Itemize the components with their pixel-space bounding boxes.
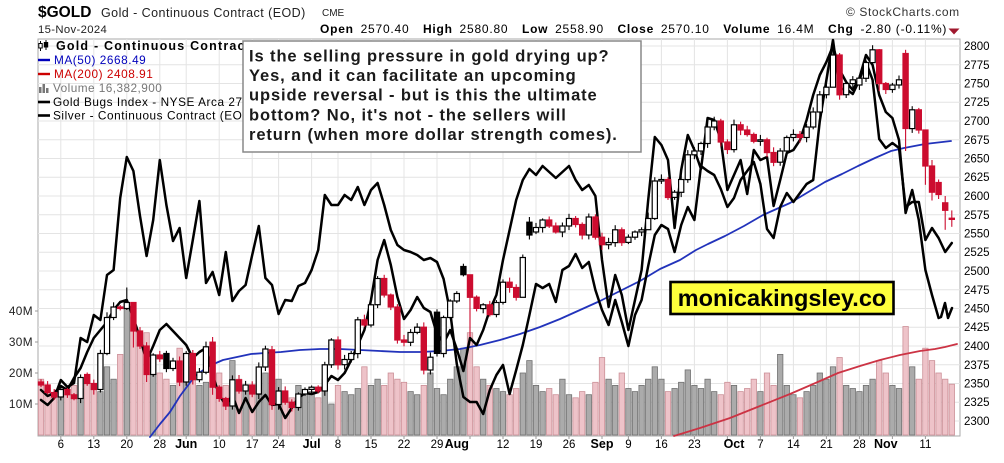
svg-text:MA(50) 2668.49: MA(50) 2668.49 [54,53,146,67]
svg-text:2700: 2700 [964,116,990,128]
svg-text:40M: 40M [9,304,33,318]
svg-text:MA(200) 2408.91: MA(200) 2408.91 [54,67,153,81]
svg-text:9: 9 [625,439,631,451]
svg-text:© StockCharts.com: © StockCharts.com [846,5,960,19]
svg-text:2475: 2475 [964,285,990,297]
svg-text:2625: 2625 [964,172,990,184]
svg-text:Sep: Sep [591,437,614,451]
svg-text:Silver - Continuous Contract (: Silver - Continuous Contract (EOD) [53,109,256,123]
svg-text:26: 26 [563,439,576,451]
svg-text:2650: 2650 [964,154,990,166]
svg-text:2350: 2350 [964,379,990,391]
svg-text:2400: 2400 [964,341,990,353]
svg-text:2800: 2800 [964,41,990,53]
svg-text:10M: 10M [9,397,33,411]
svg-text:11: 11 [919,439,931,451]
svg-text:14: 14 [787,439,800,451]
svg-text:8: 8 [335,439,341,451]
svg-text:6: 6 [58,439,64,451]
svg-text:Aug: Aug [445,437,469,451]
svg-text:15-Nov-2024: 15-Nov-2024 [38,24,107,36]
svg-text:2600: 2600 [964,191,990,203]
svg-text:Oct: Oct [724,437,746,451]
svg-text:Gold Bugs Index - NYSE Arca 27: Gold Bugs Index - NYSE Arca 278.51 [53,95,268,109]
svg-text:2375: 2375 [964,360,990,372]
svg-text:22: 22 [398,439,411,451]
svg-text:13: 13 [87,439,100,451]
svg-text:Open 2570.40 High 2580.80 Lo: Open 2570.40 High 2580.80 Low 2558.90 Cl… [320,22,947,36]
svg-text:2300: 2300 [964,416,990,428]
svg-text:2775: 2775 [964,60,990,72]
svg-text:28: 28 [853,439,866,451]
svg-text:upside reversal - but is this: upside reversal - but is this the ultima… [249,87,598,105]
svg-text:20: 20 [120,439,133,451]
svg-text:2675: 2675 [964,135,990,147]
svg-text:17: 17 [246,439,259,451]
svg-text:2750: 2750 [964,79,990,91]
svg-text:16: 16 [655,439,668,451]
svg-text:Is the selling pressure in gol: Is the selling pressure in gold drying u… [249,48,610,66]
svg-text:10: 10 [213,439,226,451]
svg-text:21: 21 [820,439,833,451]
svg-text:CME: CME [322,8,345,19]
svg-text:7: 7 [757,439,763,451]
svg-text:bottom? No, it's not - the sel: bottom? No, it's not - the sellers will [249,106,567,124]
svg-text:29: 29 [431,439,444,451]
svg-text:Gold - Continuous Contract (EO: Gold - Continuous Contract (EOD) [56,39,297,53]
svg-text:return (when more dollar stren: return (when more dollar strength comes)… [249,126,618,144]
svg-text:2500: 2500 [964,266,990,278]
svg-text:Nov: Nov [874,437,898,451]
svg-text:24: 24 [272,439,285,451]
svg-text:28: 28 [153,439,166,451]
svg-text:2725: 2725 [964,97,990,109]
svg-text:monicakingsley.co: monicakingsley.co [678,285,887,311]
svg-text:2450: 2450 [964,304,990,316]
svg-text:$GOLD: $GOLD [38,4,91,21]
svg-text:2550: 2550 [964,229,990,241]
svg-text:Jun: Jun [175,437,197,451]
svg-text:12: 12 [497,439,510,451]
svg-text:19: 19 [530,439,543,451]
svg-text:2525: 2525 [964,247,990,259]
svg-text:Jul: Jul [303,437,321,451]
svg-text:Volume 16,382,900: Volume 16,382,900 [53,81,162,95]
svg-text:20M: 20M [9,366,33,380]
svg-text:2325: 2325 [964,397,990,409]
svg-text:15: 15 [365,439,378,451]
svg-text:Yes, and it can facilitate an: Yes, and it can facilitate an upcoming [249,67,577,85]
svg-text:23: 23 [688,439,701,451]
svg-text:2575: 2575 [964,210,990,222]
svg-text:Gold - Continuous Contract (EO: Gold - Continuous Contract (EOD) [101,6,306,20]
svg-text:30M: 30M [9,335,33,349]
svg-text:2425: 2425 [964,322,990,334]
